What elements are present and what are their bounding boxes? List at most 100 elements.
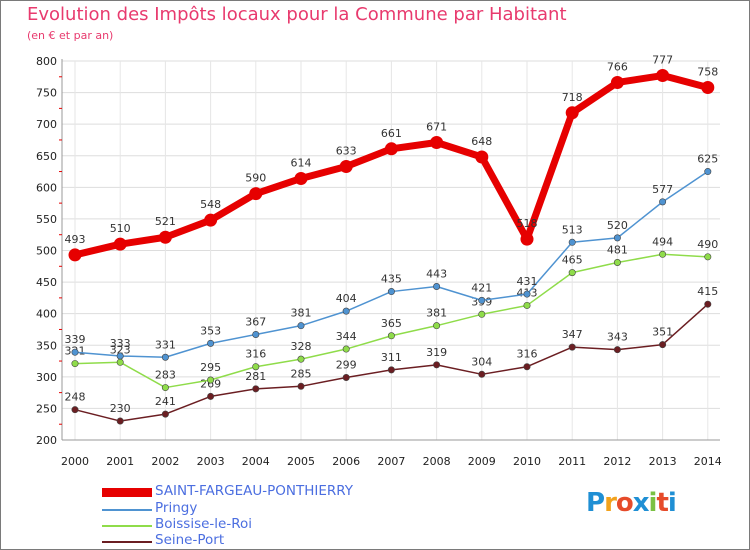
data-point-pringy	[433, 283, 441, 291]
data-label-pringy: 381	[291, 307, 312, 320]
data-label-boissise-le-roi: 295	[200, 361, 221, 374]
data-label-saint-fargeau-ponthierry: 590	[245, 172, 266, 185]
x-tick-label: 2001	[106, 455, 134, 468]
y-tick-label: 550	[36, 213, 57, 226]
y-tick-label: 200	[36, 434, 57, 447]
data-point-saint-fargeau-ponthierry	[475, 150, 489, 164]
data-label-saint-fargeau-ponthierry: 548	[200, 198, 221, 211]
data-label-seine-port: 351	[652, 326, 673, 339]
data-point-pringy	[659, 198, 667, 206]
data-point-boissise-le-roi	[297, 355, 305, 363]
x-tick-label: 2008	[423, 455, 451, 468]
data-point-saint-fargeau-ponthierry	[565, 106, 579, 120]
data-label-pringy: 353	[200, 324, 221, 337]
x-tick-label: 2006	[332, 455, 360, 468]
y-tick-label: 250	[36, 402, 57, 415]
legend-swatch-saint-fargeau-ponthierry	[102, 488, 152, 497]
y-tick-label: 600	[36, 181, 57, 194]
data-point-seine-port	[161, 410, 169, 418]
data-point-boissise-le-roi	[568, 269, 576, 277]
data-label-boissise-le-roi: 481	[607, 244, 628, 257]
data-label-seine-port: 248	[65, 391, 86, 404]
chart-subtitle: (en € et par an)	[27, 29, 114, 42]
data-point-seine-port	[613, 346, 621, 354]
y-tick-label: 400	[36, 308, 57, 321]
data-point-pringy	[342, 307, 350, 315]
data-point-pringy	[161, 353, 169, 361]
data-point-boissise-le-roi	[116, 358, 124, 366]
legend-label-saint-fargeau-ponthierry: SAINT-FARGEAU-PONTHIERRY	[155, 483, 354, 499]
data-label-saint-fargeau-ponthierry: 777	[652, 54, 673, 67]
data-point-boissise-le-roi	[704, 253, 712, 261]
data-point-boissise-le-roi	[659, 250, 667, 258]
x-tick-label: 2005	[287, 455, 315, 468]
data-label-saint-fargeau-ponthierry: 614	[291, 156, 312, 169]
data-point-seine-port	[387, 366, 395, 374]
data-point-boissise-le-roi	[342, 345, 350, 353]
data-label-seine-port: 319	[426, 346, 447, 359]
data-point-boissise-le-roi	[433, 322, 441, 330]
y-tick-label: 350	[36, 339, 57, 352]
x-tick-label: 2009	[468, 455, 496, 468]
proxiti-logo: Proxiti	[586, 488, 677, 518]
data-label-saint-fargeau-ponthierry: 648	[471, 135, 492, 148]
data-point-saint-fargeau-ponthierry	[294, 171, 308, 185]
data-label-saint-fargeau-ponthierry: 493	[65, 233, 86, 246]
data-label-seine-port: 347	[562, 328, 583, 341]
data-point-saint-fargeau-ponthierry	[430, 135, 444, 149]
data-label-saint-fargeau-ponthierry: 518	[517, 217, 538, 230]
data-label-saint-fargeau-ponthierry: 758	[697, 66, 718, 79]
data-point-seine-port	[433, 361, 441, 369]
y-tick-label: 650	[36, 150, 57, 163]
data-point-boissise-le-roi	[161, 384, 169, 392]
x-tick-label: 2011	[558, 455, 586, 468]
x-tick-label: 2003	[197, 455, 225, 468]
data-label-boissise-le-roi: 381	[426, 307, 447, 320]
data-label-pringy: 625	[697, 153, 718, 166]
y-tick-label: 800	[36, 55, 57, 68]
data-label-saint-fargeau-ponthierry: 671	[426, 120, 447, 133]
data-point-seine-port	[207, 392, 215, 400]
data-label-boissise-le-roi: 316	[245, 348, 266, 361]
data-label-boissise-le-roi: 328	[291, 340, 312, 353]
data-label-seine-port: 343	[607, 331, 628, 344]
data-point-saint-fargeau-ponthierry	[701, 81, 715, 95]
data-label-saint-fargeau-ponthierry: 718	[562, 91, 583, 104]
data-label-seine-port: 285	[291, 367, 312, 380]
legend-swatch-seine-port	[102, 541, 152, 543]
data-label-saint-fargeau-ponthierry: 521	[155, 215, 176, 228]
data-point-seine-port	[523, 363, 531, 371]
data-point-seine-port	[116, 417, 124, 425]
y-tick-label: 300	[36, 371, 57, 384]
y-tick-label: 450	[36, 276, 57, 289]
data-point-pringy	[297, 322, 305, 330]
x-tick-label: 2002	[151, 455, 179, 468]
y-tick-label: 700	[36, 118, 57, 131]
x-tick-label: 2013	[649, 455, 677, 468]
data-label-seine-port: 230	[110, 402, 131, 415]
data-label-boissise-le-roi: 490	[697, 238, 718, 251]
legend-swatch-pringy	[102, 509, 152, 511]
data-label-pringy: 443	[426, 268, 447, 281]
x-tick-label: 2000	[61, 455, 89, 468]
data-point-boissise-le-roi	[71, 360, 79, 368]
data-label-pringy: 333	[110, 337, 131, 350]
x-tick-label: 2014	[694, 455, 722, 468]
data-point-saint-fargeau-ponthierry	[113, 237, 127, 251]
data-point-pringy	[387, 288, 395, 296]
data-label-seine-port: 241	[155, 395, 176, 408]
data-point-pringy	[252, 331, 260, 339]
data-point-pringy	[613, 234, 621, 242]
x-tick-label: 2007	[377, 455, 405, 468]
data-label-pringy: 520	[607, 219, 628, 232]
data-point-seine-port	[659, 341, 667, 349]
data-label-pringy: 339	[65, 333, 86, 346]
legend-label-boissise-le-roi: Boissise-le-Roi	[155, 516, 253, 532]
data-label-saint-fargeau-ponthierry: 766	[607, 60, 628, 73]
data-point-saint-fargeau-ponthierry	[249, 187, 263, 201]
data-label-pringy: 435	[381, 273, 402, 286]
data-point-seine-port	[342, 373, 350, 381]
data-label-saint-fargeau-ponthierry: 633	[336, 144, 357, 157]
data-label-saint-fargeau-ponthierry: 510	[110, 222, 131, 235]
